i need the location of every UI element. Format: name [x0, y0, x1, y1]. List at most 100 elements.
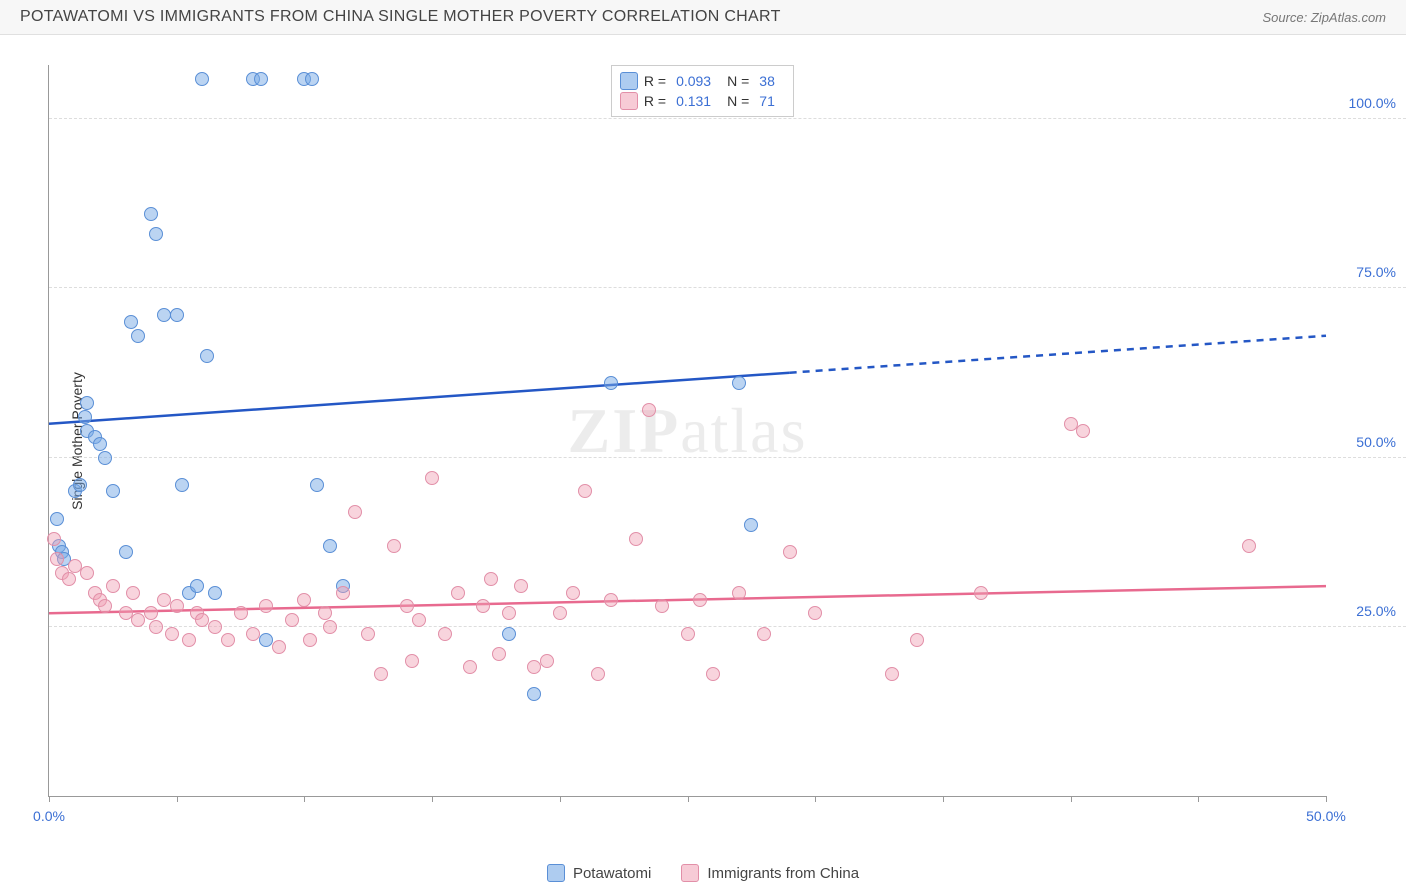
data-point [514, 579, 528, 593]
data-point [744, 518, 758, 532]
data-point [502, 627, 516, 641]
legend-item: Immigrants from China [681, 864, 859, 882]
data-point [272, 640, 286, 654]
series-legend: Potawatomi Immigrants from China [0, 864, 1406, 882]
x-tick [304, 796, 305, 802]
data-point [259, 599, 273, 613]
chart-wrapper: Single Mother Poverty ZIPatlas R =0.093N… [0, 45, 1406, 837]
data-point [170, 308, 184, 322]
data-point [451, 586, 465, 600]
data-point [254, 72, 268, 86]
x-tick [1071, 796, 1072, 802]
x-tick [49, 796, 50, 802]
data-point [80, 566, 94, 580]
data-point [527, 660, 541, 674]
data-point [170, 599, 184, 613]
data-point [502, 606, 516, 620]
gridline [49, 457, 1406, 458]
chart-title: POTAWATOMI VS IMMIGRANTS FROM CHINA SING… [20, 8, 781, 26]
y-tick-label: 25.0% [1356, 603, 1396, 619]
data-point [144, 606, 158, 620]
data-point [190, 579, 204, 593]
data-point [221, 633, 235, 647]
data-point [323, 539, 337, 553]
data-point [149, 620, 163, 634]
data-point [405, 654, 419, 668]
data-point [757, 627, 771, 641]
data-point [783, 545, 797, 559]
x-tick [177, 796, 178, 802]
data-point [693, 593, 707, 607]
data-point [425, 471, 439, 485]
data-point [165, 627, 179, 641]
data-point [604, 376, 618, 390]
data-point [476, 599, 490, 613]
data-point [374, 667, 388, 681]
data-point [93, 437, 107, 451]
trend-lines [49, 65, 1326, 796]
data-point [78, 410, 92, 424]
gridline [49, 287, 1406, 288]
gridline [49, 118, 1406, 119]
data-point [208, 586, 222, 600]
legend-label: Potawatomi [573, 865, 651, 882]
data-point [144, 207, 158, 221]
x-tick [815, 796, 816, 802]
data-point [591, 667, 605, 681]
legend-swatch [681, 864, 699, 882]
data-point [808, 606, 822, 620]
data-point [175, 478, 189, 492]
data-point [463, 660, 477, 674]
data-point [629, 532, 643, 546]
data-point [910, 633, 924, 647]
data-point [732, 376, 746, 390]
x-tick [432, 796, 433, 802]
data-point [974, 586, 988, 600]
data-point [323, 620, 337, 634]
data-point [412, 613, 426, 627]
y-tick-label: 50.0% [1356, 434, 1396, 450]
x-tick [1326, 796, 1327, 802]
data-point [553, 606, 567, 620]
data-point [182, 633, 196, 647]
data-point [578, 484, 592, 498]
data-point [642, 403, 656, 417]
data-point [106, 484, 120, 498]
data-point [297, 593, 311, 607]
data-point [336, 586, 350, 600]
data-point [566, 586, 580, 600]
data-point [1076, 424, 1090, 438]
data-point [126, 586, 140, 600]
data-point [50, 552, 64, 566]
data-point [73, 478, 87, 492]
x-tick-label: 50.0% [1306, 808, 1346, 824]
legend-swatch [547, 864, 565, 882]
data-point [119, 545, 133, 559]
data-point [303, 633, 317, 647]
data-point [98, 451, 112, 465]
data-point [62, 572, 76, 586]
x-tick [560, 796, 561, 802]
data-point [318, 606, 332, 620]
data-point [438, 627, 452, 641]
data-point [106, 579, 120, 593]
data-point [527, 687, 541, 701]
data-point [310, 478, 324, 492]
data-point [348, 505, 362, 519]
data-point [131, 329, 145, 343]
data-point [361, 627, 375, 641]
data-point [681, 627, 695, 641]
chart-header: POTAWATOMI VS IMMIGRANTS FROM CHINA SING… [0, 0, 1406, 35]
data-point [305, 72, 319, 86]
data-point [98, 599, 112, 613]
data-point [885, 667, 899, 681]
data-point [246, 627, 260, 641]
data-point [732, 586, 746, 600]
legend-item: Potawatomi [547, 864, 651, 882]
x-tick [1198, 796, 1199, 802]
y-tick-label: 75.0% [1356, 264, 1396, 280]
data-point [124, 315, 138, 329]
data-point [149, 227, 163, 241]
data-point [47, 532, 61, 546]
data-point [655, 599, 669, 613]
